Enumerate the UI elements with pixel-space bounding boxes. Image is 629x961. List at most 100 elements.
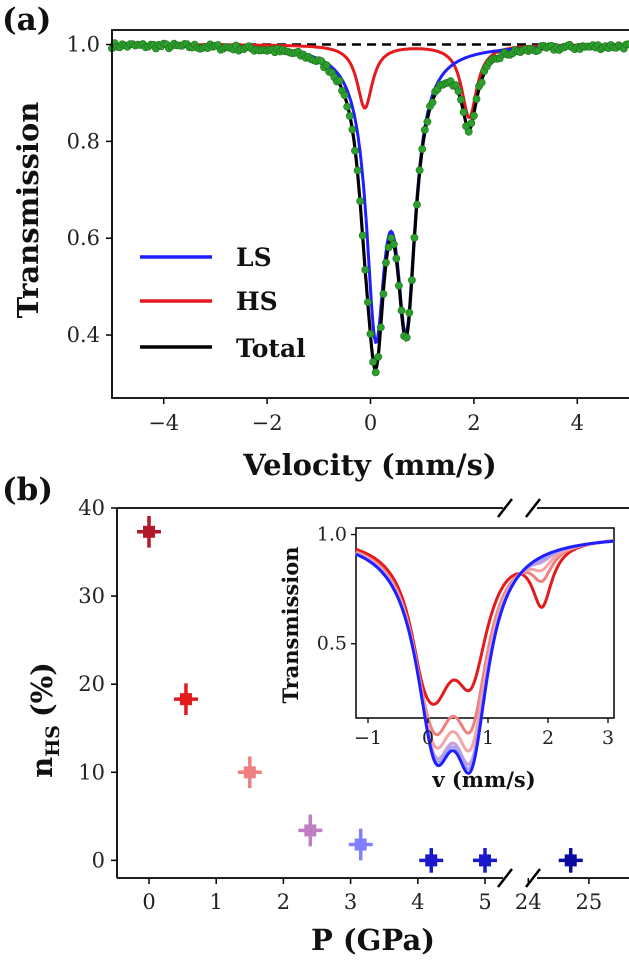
x-tick-label: 0 [142,890,155,914]
ylabel-sub: HS [42,725,64,757]
panel-b-xlabel: P (GPa) [311,923,435,957]
inset-xlabel: v (mm/s) [431,767,535,792]
panel-a-plot-area [106,29,629,404]
y-tick-label: 40 [78,496,105,520]
x-tick-label: 25 [576,890,603,914]
panel-a-legend: LS HS Total [140,243,306,363]
point-marker [564,854,577,867]
legend-hs-label: HS [236,287,278,316]
x-tick-label: −4 [148,411,179,435]
data-point [356,197,365,205]
x-tick-label: 0 [364,411,377,435]
data-point [423,117,432,126]
inset-x-tick-label: 1 [482,727,494,749]
data-point [420,125,429,134]
data-point [558,848,583,873]
point-marker [479,854,491,867]
series-hs-line [112,43,629,119]
data-point [374,352,383,361]
x-tick-label: −2 [252,411,283,435]
data-point [402,333,411,342]
panel-b-ylabel: nHS (%) [25,662,64,778]
inset-series-line [355,539,615,706]
data-point [454,87,463,96]
data-point [137,515,161,548]
data-point [361,265,370,274]
y-tick-label: 0.8 [67,129,100,153]
point-marker [425,854,438,867]
data-point [397,306,406,315]
panel-b-x-tick-labels: 0 1 2 3 4 5 24 25 [142,890,602,914]
data-point [467,119,476,127]
panel-a-y-tick-labels: 1.0 0.8 0.6 0.4 [67,33,100,348]
panel-a-x-tick-labels: −4 −2 0 2 4 [148,411,584,435]
x-tick-label: 1 [210,890,223,914]
data-point [392,254,401,263]
data-point [366,329,375,338]
data-point [382,258,390,267]
data-point [464,127,473,136]
legend-ls-label: LS [236,243,272,272]
data-point [473,848,497,873]
ylabel-unit: (%) [25,662,59,717]
data-point [379,290,388,298]
legend-total-label: Total [236,334,306,363]
data-point [625,40,629,49]
data-point [472,95,481,103]
data-point [376,323,385,332]
data-point [419,848,444,873]
data-point [418,145,427,153]
panel-a-label: (a) [2,2,51,38]
ylabel-main: n [25,757,59,778]
data-point [469,111,478,120]
inset-series-line [355,539,615,775]
data-point [351,146,359,155]
axis-break-mark [525,498,541,518]
data-point [371,368,380,377]
data-point [428,98,437,107]
x-tick-label: 4 [571,411,584,435]
y-tick-label: 30 [78,584,105,608]
data-point [477,78,486,87]
point-marker [243,766,256,779]
inset-ylabel: Transmission [278,547,303,704]
data-point [459,108,468,116]
x-tick-label: 5 [478,890,491,914]
data-point [322,61,331,70]
y-tick-label: 20 [78,672,105,696]
panel-b-plot-area [111,498,629,888]
data-point [363,298,372,306]
panel-b-label: (b) [2,472,53,508]
data-point [345,112,354,120]
y-tick-label: 10 [78,760,105,784]
panel-a-frame [111,29,629,399]
y-tick-label: 1.0 [67,33,100,57]
data-point [343,102,352,111]
data-point [457,95,465,104]
data-point [410,233,419,242]
point-marker [304,824,317,837]
point-marker [143,525,155,538]
panel-b-inset: 1.0 0.5 −1 0 1 2 3 [317,524,615,775]
axis-break-mark [497,498,513,518]
data-point [173,683,198,716]
data-point [298,814,323,847]
point-marker [354,838,367,851]
data-point [237,756,262,789]
data-point [389,240,398,249]
data-point [340,91,349,100]
axis-break-mark [497,868,513,888]
data-point [348,125,357,134]
inset-x-tick-label: 0 [422,727,434,749]
data-point [405,308,414,317]
panel-b-y-tick-labels: 0 10 20 30 40 [78,496,105,872]
y-tick-label: 0.4 [67,323,100,347]
inset-x-tick-label: 2 [542,727,554,749]
x-tick-label: 24 [515,890,542,914]
data-point [353,166,362,175]
x-tick-label: 4 [411,890,424,914]
x-tick-label: 3 [344,890,357,914]
y-tick-label: 0.6 [67,226,100,250]
